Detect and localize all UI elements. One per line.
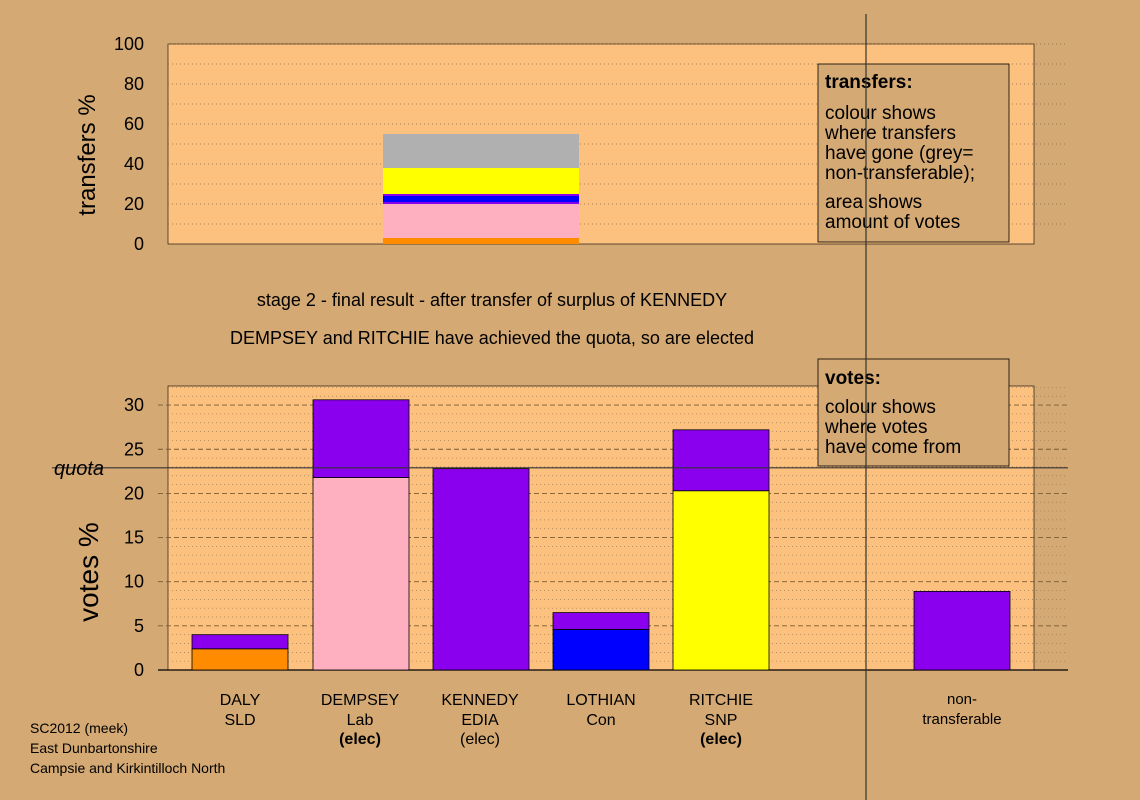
vote-segment-edia — [432, 468, 530, 671]
bottom-y-tick-label: 30 — [124, 395, 144, 415]
candidate-status: (elec) — [460, 731, 500, 748]
vote-segment-edia — [191, 634, 289, 650]
transfers-legend-line: non-transferable); — [825, 163, 975, 184]
candidate-label-daly: DALY SLD — [220, 692, 261, 729]
candidate-name: DEMPSEY — [321, 692, 400, 709]
candidate-party: EDIA — [461, 712, 499, 729]
quota-label: quota — [54, 458, 104, 480]
bottom-y-tick-label: 5 — [134, 616, 144, 636]
vote-segment-lab — [312, 477, 410, 671]
transfers-legend-line: have gone (grey= — [825, 143, 973, 164]
vote-segment-snp — [672, 490, 770, 671]
top-bars — [383, 134, 579, 244]
transfer-segment-con — [383, 196, 579, 202]
vote-bar-lothian — [552, 612, 650, 671]
candidate-party: SNP — [705, 712, 738, 729]
vote-bar-dempsey — [312, 399, 410, 671]
candidate-label-nontransferable: non- transferable — [922, 691, 1001, 728]
bottom-y-ticks: 0 5 10 15 20 25 30 — [124, 395, 144, 680]
stage-caption: stage 2 - final result - after transfer … — [257, 290, 727, 310]
transfer-segment-edia — [383, 194, 579, 196]
transfers-legend-box — [817, 63, 1010, 243]
transfer-segment-edia — [383, 202, 579, 204]
top-y-ticks: 0 20 40 60 80 100 — [114, 34, 144, 254]
bottom-y-tick-label: 0 — [134, 660, 144, 680]
top-y-tick-label: 100 — [114, 34, 144, 54]
candidate-party: Con — [586, 712, 615, 729]
candidate-labels: DALY SLD DEMPSEY Lab (elec) KENNEDY EDIA… — [220, 691, 1002, 748]
nontransferable-label: transferable — [922, 711, 1001, 728]
bottom-y-tick-label: 10 — [124, 572, 144, 592]
candidate-name: DALY — [220, 692, 261, 709]
candidate-status: (elec) — [339, 731, 381, 748]
top-y-tick-label: 60 — [124, 114, 144, 134]
candidate-label-kennedy: KENNEDY EDIA (elec) — [441, 692, 519, 748]
candidate-label-dempsey: DEMPSEY Lab (elec) — [321, 692, 400, 748]
votes-legend-line: have come from — [825, 437, 961, 458]
bottom-y-axis-label: votes % — [73, 522, 104, 622]
votes-legend-line: where votes — [824, 417, 927, 438]
top-y-tick-label: 80 — [124, 74, 144, 94]
candidate-party: SLD — [224, 712, 255, 729]
transfer-segment-snp — [383, 168, 579, 194]
vote-segment-edia — [312, 399, 410, 478]
vote-bar-non-transferable — [913, 591, 1011, 671]
candidate-name: LOTHIAN — [566, 692, 635, 709]
vote-bar-daly — [191, 634, 289, 671]
top-y-tick-label: 20 — [124, 194, 144, 214]
footer-line: Campsie and Kirkintilloch North — [30, 760, 225, 776]
nontransferable-label: non- — [947, 691, 977, 708]
bottom-y-tick-label: 20 — [124, 483, 144, 503]
candidate-label-ritchie: RITCHIE SNP (elec) — [689, 692, 753, 748]
candidate-name: RITCHIE — [689, 692, 753, 709]
elected-caption: DEMPSEY and RITCHIE have achieved the qu… — [230, 328, 754, 348]
candidate-label-lothian: LOTHIAN Con — [566, 692, 635, 729]
vote-segment-edia — [672, 429, 770, 492]
transfers-legend-title: transfers: — [825, 72, 913, 93]
bottom-y-tick-label: 25 — [124, 439, 144, 459]
vote-bar-kennedy — [432, 468, 530, 671]
votes-legend: votes: colour shows where votes have com… — [817, 358, 1010, 467]
footer: SC2012 (meek) East Dunbartonshire Campsi… — [30, 720, 225, 776]
vote-segment-edia — [913, 591, 1011, 671]
top-y-tick-label: 0 — [134, 234, 144, 254]
votes-legend-line: colour shows — [825, 397, 936, 418]
bottom-bars — [191, 399, 1011, 671]
vote-segment-edia — [552, 612, 650, 630]
transfers-legend-line: area shows — [825, 192, 922, 213]
candidate-name: KENNEDY — [441, 692, 519, 709]
vote-segment-con — [552, 628, 650, 671]
top-y-tick-label: 40 — [124, 154, 144, 174]
transfers-legend-line: where transfers — [824, 123, 956, 144]
candidate-party: Lab — [347, 712, 374, 729]
footer-line: East Dunbartonshire — [30, 740, 158, 756]
transfers-legend-line: amount of votes — [825, 212, 960, 233]
transfer-segment-nontransferable — [383, 134, 579, 168]
candidate-status: (elec) — [700, 731, 742, 748]
transfers-legend: transfers: colour shows where transfers … — [817, 63, 1010, 243]
transfers-legend-line: colour shows — [825, 103, 936, 124]
footer-line: SC2012 (meek) — [30, 720, 128, 736]
transfer-segment-lab — [383, 204, 579, 238]
bottom-y-tick-label: 15 — [124, 528, 144, 548]
transfer-segment-sld — [383, 238, 579, 244]
vote-bar-ritchie — [672, 429, 770, 671]
vote-segment-sld — [191, 648, 289, 671]
votes-legend-title: votes: — [825, 368, 881, 389]
votes-legend-box — [817, 358, 1010, 467]
top-y-axis-label: transfers % — [74, 94, 101, 215]
